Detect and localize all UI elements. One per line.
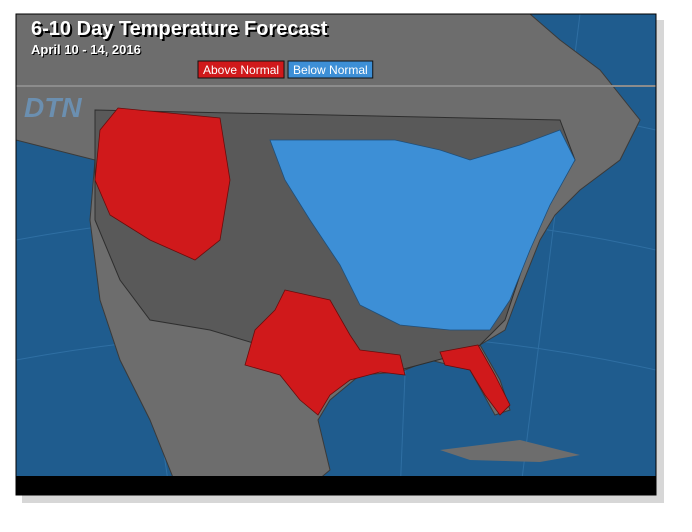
- title-shadow: 6-10 Day Temperature Forecast: [33, 20, 330, 42]
- above-normal-florida: [439, 344, 511, 416]
- legend-label: Above Normal: [203, 63, 279, 77]
- title: 6-10 Day Temperature Forecast: [31, 18, 328, 40]
- above-normal-south: [244, 289, 406, 416]
- legend-swatch: [287, 60, 374, 79]
- above-normal-west: [94, 107, 231, 261]
- subtitle: April 10 - 14, 2016: [31, 42, 141, 57]
- legend-label: Below Normal: [293, 63, 368, 77]
- map: [16, 14, 656, 495]
- cuba: [440, 440, 580, 462]
- below-normal-region: [269, 129, 576, 331]
- subtitle-shadow: April 10 - 14, 2016: [32, 43, 142, 58]
- legend-swatch: [197, 60, 285, 79]
- logo: DTN: [24, 92, 82, 123]
- frame: [15, 13, 657, 496]
- legend: Above Normal Below Normal: [197, 60, 374, 79]
- bottom-bar: [16, 476, 656, 495]
